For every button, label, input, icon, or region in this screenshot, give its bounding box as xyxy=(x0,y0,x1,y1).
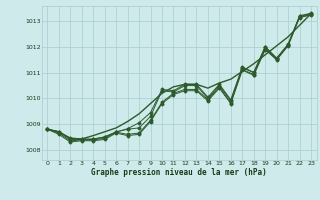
X-axis label: Graphe pression niveau de la mer (hPa): Graphe pression niveau de la mer (hPa) xyxy=(91,168,267,177)
